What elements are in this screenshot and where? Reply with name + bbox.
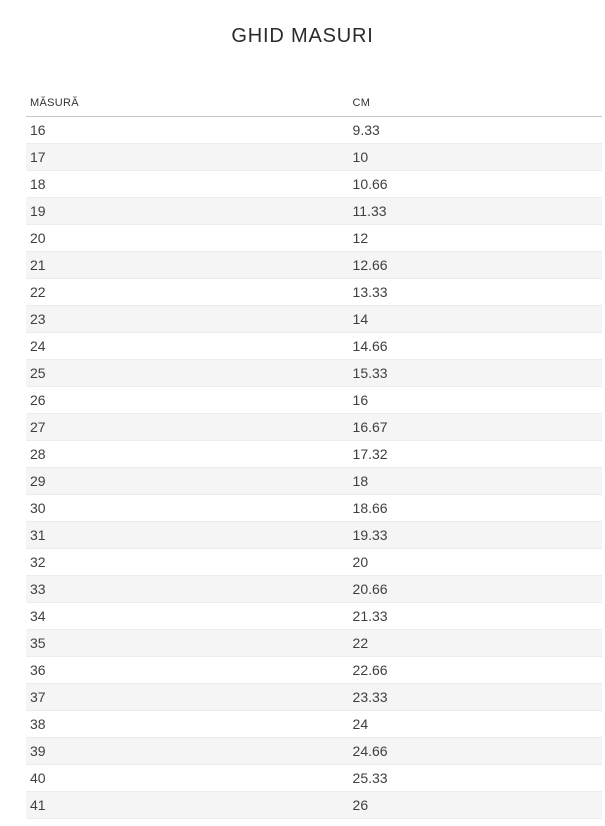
cell-masura: 34	[26, 602, 349, 630]
size-table-header: MĂSURĂ CM	[26, 97, 602, 117]
table-row: 22 13.33	[26, 278, 602, 306]
header-row: MĂSURĂ CM	[26, 97, 602, 117]
table-row: 28 17.32	[26, 440, 602, 468]
cell-cm: 18.66	[348, 494, 602, 522]
cell-cm: 24	[348, 710, 602, 738]
table-row: 37 23.33	[26, 683, 602, 711]
cell-masura: 38	[26, 710, 349, 738]
table-row: 23 14	[26, 305, 602, 333]
size-table-container: MĂSURĂ CM 16 9.33 17 10 18 10.66 19 11.33 20 12 21…	[26, 97, 602, 819]
table-row: 31 19.33	[26, 521, 602, 549]
cell-masura: 17	[26, 143, 349, 171]
cell-masura: 37	[26, 683, 349, 711]
cell-cm: 10.66	[348, 170, 602, 198]
column-header-masura: MĂSURĂ	[26, 97, 349, 117]
cell-cm: 12	[348, 224, 602, 252]
cell-cm: 10	[348, 143, 602, 171]
cell-masura: 25	[26, 359, 349, 387]
cell-cm: 26	[348, 791, 602, 819]
cell-masura: 32	[26, 548, 349, 576]
table-row: 35 22	[26, 629, 602, 657]
cell-masura: 33	[26, 575, 349, 603]
cell-masura: 22	[26, 278, 349, 306]
cell-masura: 36	[26, 656, 349, 684]
table-row: 18 10.66	[26, 170, 602, 198]
size-table-body: 16 9.33 17 10 18 10.66 19 11.33 20 12 21 12.66 22 13.…	[26, 116, 602, 819]
cell-masura: 39	[26, 737, 349, 765]
table-row: 36 22.66	[26, 656, 602, 684]
cell-cm: 25.33	[348, 764, 602, 792]
cell-masura: 21	[26, 251, 349, 279]
cell-masura: 31	[26, 521, 349, 549]
cell-cm: 9.33	[348, 116, 602, 144]
table-row: 19 11.33	[26, 197, 602, 225]
table-row: 40 25.33	[26, 764, 602, 792]
cell-cm: 19.33	[348, 521, 602, 549]
table-row: 30 18.66	[26, 494, 602, 522]
cell-cm: 16	[348, 386, 602, 414]
cell-cm: 13.33	[348, 278, 602, 306]
size-table: MĂSURĂ CM 16 9.33 17 10 18 10.66 19 11.33 20 12 21…	[26, 97, 602, 819]
cell-cm: 14	[348, 305, 602, 333]
cell-cm: 12.66	[348, 251, 602, 279]
cell-masura: 16	[26, 116, 349, 144]
cell-cm: 23.33	[348, 683, 602, 711]
table-row: 26 16	[26, 386, 602, 414]
cell-cm: 20	[348, 548, 602, 576]
cell-cm: 20.66	[348, 575, 602, 603]
cell-cm: 16.67	[348, 413, 602, 441]
table-row: 39 24.66	[26, 737, 602, 765]
cell-cm: 22.66	[348, 656, 602, 684]
cell-cm: 21.33	[348, 602, 602, 630]
cell-masura: 29	[26, 467, 349, 495]
cell-masura: 20	[26, 224, 349, 252]
cell-masura: 40	[26, 764, 349, 792]
table-row: 29 18	[26, 467, 602, 495]
cell-cm: 22	[348, 629, 602, 657]
table-row: 25 15.33	[26, 359, 602, 387]
column-header-cm: CM	[348, 97, 602, 117]
table-row: 32 20	[26, 548, 602, 576]
table-row: 27 16.67	[26, 413, 602, 441]
cell-cm: 11.33	[348, 197, 602, 225]
cell-masura: 26	[26, 386, 349, 414]
table-row: 24 14.66	[26, 332, 602, 360]
table-row: 41 26	[26, 791, 602, 819]
cell-masura: 18	[26, 170, 349, 198]
cell-masura: 19	[26, 197, 349, 225]
table-row: 34 21.33	[26, 602, 602, 630]
table-row: 20 12	[26, 224, 602, 252]
table-row: 16 9.33	[26, 116, 602, 144]
cell-cm: 15.33	[348, 359, 602, 387]
cell-masura: 30	[26, 494, 349, 522]
cell-masura: 27	[26, 413, 349, 441]
table-row: 38 24	[26, 710, 602, 738]
cell-masura: 41	[26, 791, 349, 819]
cell-cm: 14.66	[348, 332, 602, 360]
table-row: 17 10	[26, 143, 602, 171]
table-row: 33 20.66	[26, 575, 602, 603]
cell-cm: 17.32	[348, 440, 602, 468]
page-title: GHID MASURI	[231, 25, 374, 47]
cell-masura: 28	[26, 440, 349, 468]
cell-cm: 18	[348, 467, 602, 495]
cell-masura: 35	[26, 629, 349, 657]
table-row: 21 12.66	[26, 251, 602, 279]
cell-masura: 24	[26, 332, 349, 360]
cell-cm: 24.66	[348, 737, 602, 765]
cell-masura: 23	[26, 305, 349, 333]
